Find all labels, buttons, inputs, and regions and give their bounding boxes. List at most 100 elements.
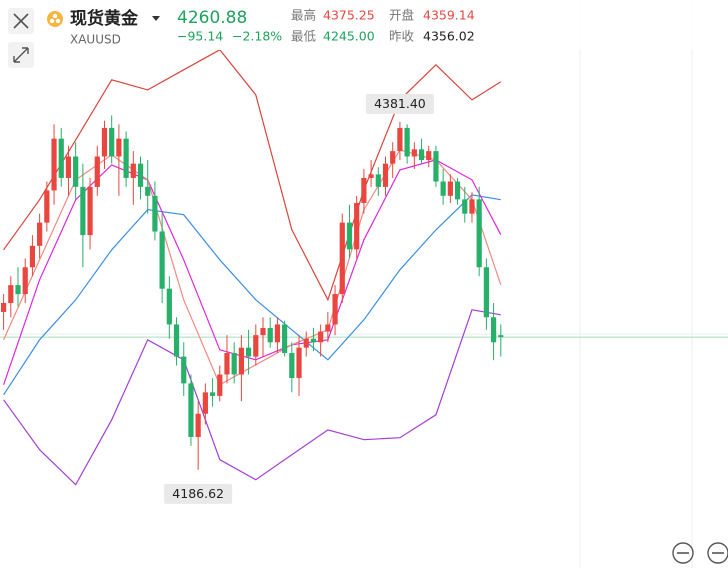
candle-body: [231, 353, 237, 375]
close-icon: [13, 13, 29, 29]
candle-body: [58, 138, 64, 178]
candle-body: [390, 151, 396, 164]
gold-icon-dot: [52, 13, 58, 19]
candle-body: [166, 288, 172, 325]
candle-body: [80, 186, 86, 236]
candle-body: [224, 353, 230, 375]
candle-body: [145, 186, 151, 196]
stat-label: 开盘: [389, 8, 414, 23]
annotation-text: 4381.40: [374, 96, 426, 111]
candle-body: [87, 186, 93, 236]
candle-body: [123, 138, 129, 178]
candle-body: [346, 222, 353, 250]
stat-label: 昨收: [389, 29, 415, 44]
candle-body: [382, 163, 389, 187]
plot: 4381.40 4186.62: [0, 49, 728, 504]
annotation-box: [365, 93, 434, 114]
candle-body: [354, 202, 360, 250]
header-bg: [0, 0, 728, 50]
close-button[interactable]: [8, 8, 34, 34]
candle-body: [238, 347, 244, 375]
candle-body: [116, 138, 122, 157]
candle-body: [267, 328, 273, 343]
candle-body: [469, 199, 475, 214]
candle-body: [296, 347, 302, 379]
candle-body: [8, 285, 14, 303]
candle-body: [368, 174, 374, 178]
candle-body: [418, 149, 425, 161]
candle-body: [217, 374, 223, 396]
candle-body: [274, 324, 281, 343]
candle-body: [202, 392, 208, 414]
candle-body: [289, 353, 295, 379]
candle-body: [15, 285, 21, 295]
candle-body: [310, 338, 317, 343]
stat-value: 4359.14: [423, 8, 475, 23]
candle-body: [303, 338, 309, 348]
candle-body: [318, 331, 324, 343]
zoom-out[interactable]: [672, 542, 694, 564]
candle-body: [65, 156, 72, 178]
candle-body: [375, 174, 381, 187]
candle-body: [173, 324, 180, 357]
candle-body: [94, 156, 100, 187]
candle-body: [22, 267, 28, 295]
candle-body: [260, 328, 266, 336]
indicator-line: [3, 309, 501, 486]
candle-body: [159, 231, 165, 289]
annotation-text: 4186.62: [172, 486, 224, 501]
candle-body: [476, 199, 482, 268]
dropdown-arrow[interactable]: [152, 16, 160, 21]
candle-body: [101, 127, 108, 157]
candle-body: [245, 347, 252, 357]
gold-icon-dot: [55, 18, 61, 24]
candle-body: [209, 392, 216, 396]
candle-body: [433, 151, 439, 182]
candle-body: [44, 190, 50, 223]
symbol: XAUUSD: [70, 33, 121, 47]
candle-body: [397, 127, 403, 152]
change: −95.14: [177, 29, 223, 44]
candle-body: [339, 222, 345, 295]
indicator-line: [3, 194, 501, 396]
gold-icon-dot: [49, 18, 55, 24]
change-pct: −2.18%: [232, 29, 282, 44]
candle-body: [325, 324, 331, 332]
zoom-in[interactable]: [707, 542, 728, 564]
gold-icon: [47, 11, 63, 27]
candle-body: [498, 335, 504, 338]
candle-body: [411, 149, 417, 157]
stat-value: 4245.00: [323, 29, 375, 44]
candle-body: [51, 138, 57, 191]
stat-label: 最低: [291, 29, 317, 44]
candle-body: [426, 151, 432, 161]
candle-body: [130, 163, 136, 178]
collapse-icon: [13, 47, 29, 63]
candle-body: [181, 356, 187, 384]
candle-body: [137, 163, 144, 187]
candle-body: [454, 181, 461, 200]
candle-body: [29, 245, 36, 268]
candle-body: [109, 127, 115, 157]
collapse-button[interactable]: [8, 42, 34, 68]
candle-body: [195, 413, 201, 437]
indicator-line: [3, 49, 502, 302]
candle-body: [440, 181, 446, 196]
candle-body: [483, 267, 489, 318]
candle-body: [1, 303, 7, 312]
instrument-name: 现货黄金: [70, 8, 139, 29]
candle-body: [447, 181, 453, 196]
candle-body: [253, 335, 259, 357]
indicator-line: [3, 159, 502, 385]
stat-value: 4375.25: [323, 8, 375, 23]
candle-body: [462, 199, 468, 214]
price: 4260.88: [177, 8, 247, 28]
candle-body: [404, 127, 410, 157]
stat-label: 最高: [291, 8, 316, 23]
candle-body: [152, 195, 158, 232]
candle-body: [361, 177, 367, 203]
candle-body: [188, 383, 194, 437]
candle-body: [332, 294, 338, 325]
candle-body: [282, 324, 288, 354]
